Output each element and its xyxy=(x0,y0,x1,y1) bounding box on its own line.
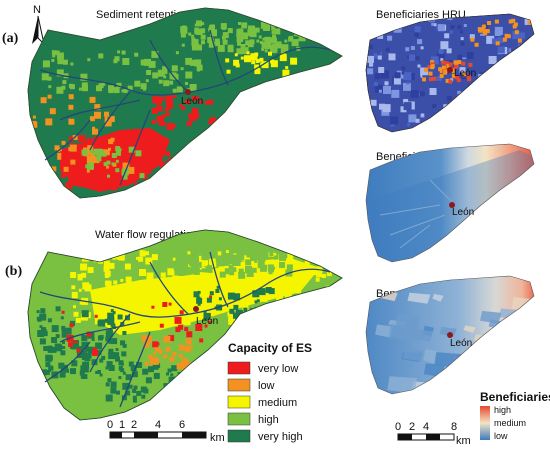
leon-label-rural: León xyxy=(450,338,472,349)
scaleLeftTicks-tick: 2 xyxy=(131,419,137,431)
north-label: N xyxy=(33,4,41,16)
leon-label-hru: León xyxy=(454,68,476,79)
legend-label-low: low xyxy=(258,380,275,392)
scaleRightTicks-tick: 4 xyxy=(423,421,429,433)
leon-marker-icon xyxy=(185,89,191,95)
scale-left-unit: km xyxy=(210,432,225,444)
ben-level-high: high xyxy=(494,405,511,415)
legend-label-medium: medium xyxy=(258,397,297,409)
legend-swatch-very-high xyxy=(227,429,251,443)
scale-right-unit: km xyxy=(456,435,471,447)
leon-label-all: León xyxy=(452,207,474,218)
leon-label-b: León xyxy=(196,316,218,327)
panel-b-label: (b) xyxy=(5,264,22,279)
capacity-legend: Capacity of ES very low low medium high very… xyxy=(227,341,312,443)
legend-label-high: high xyxy=(258,414,279,426)
north-arrow-icon: N xyxy=(32,4,45,46)
legend-swatch-high xyxy=(227,412,251,426)
scaleRightTicks-tick: 8 xyxy=(451,421,457,433)
legend-label-very-high: very high xyxy=(258,431,303,443)
legend-swatch-low xyxy=(227,378,251,392)
water-flow-regulation-map: León xyxy=(27,229,343,421)
panel-a-label: (a) xyxy=(2,31,19,46)
beneficiaries-legend-title: Beneficiaries xyxy=(480,390,550,404)
scaleRightTicks-tick: 0 xyxy=(395,421,401,433)
scaleLeftTicks-tick: 4 xyxy=(155,419,161,431)
beneficiaries-color-ramp xyxy=(480,406,490,440)
leon-marker-rural-icon xyxy=(447,332,453,338)
legend-swatch-very-low xyxy=(227,361,251,375)
ben-level-medium: medium xyxy=(494,418,526,428)
leon-marker-all-icon xyxy=(449,202,455,208)
beneficiaries-hru-map: León xyxy=(365,13,535,133)
river-network-b xyxy=(39,251,331,408)
scaleLeftTicks-tick: 0 xyxy=(107,419,113,431)
leon-label-a: León xyxy=(181,96,203,107)
scaleLeftTicks-tick: 6 xyxy=(179,419,185,431)
leon-marker-b-icon xyxy=(193,306,199,312)
scaleLeftTicks-tick: 1 xyxy=(119,419,125,431)
legend-swatch-medium xyxy=(227,395,251,409)
sediment-retention-map: León xyxy=(27,7,343,199)
ben-level-low: low xyxy=(494,431,508,441)
leon-marker-hru-icon xyxy=(447,67,453,73)
beneficiaries-legend: Beneficiaries high medium low xyxy=(480,390,550,441)
capacity-legend-title: Capacity of ES xyxy=(228,341,312,355)
hru-title: Beneficiaries HRU xyxy=(376,9,466,21)
scaleRightTicks-tick: 2 xyxy=(409,421,415,433)
legend-label-very-low: very low xyxy=(258,363,298,375)
